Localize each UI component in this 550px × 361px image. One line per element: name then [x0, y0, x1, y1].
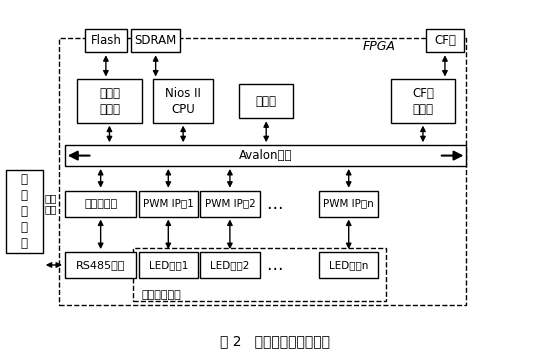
Text: 图 2   控制器硬件结构框图: 图 2 控制器硬件结构框图 — [220, 334, 330, 348]
Bar — [200, 252, 260, 278]
Text: 计
算
机
系
统: 计 算 机 系 统 — [21, 173, 28, 250]
Bar — [59, 38, 466, 305]
Bar — [319, 191, 378, 217]
Text: LED模块n: LED模块n — [329, 260, 368, 270]
Bar — [6, 170, 43, 253]
Bar — [85, 29, 126, 52]
Bar — [65, 191, 136, 217]
Text: Avalon总线: Avalon总线 — [239, 149, 293, 162]
Text: FPGA: FPGA — [363, 40, 396, 53]
Bar — [319, 252, 378, 278]
Bar — [65, 145, 466, 166]
Bar — [153, 79, 213, 123]
Text: 串口
通信: 串口 通信 — [45, 193, 57, 214]
Bar — [139, 191, 198, 217]
Bar — [239, 84, 293, 118]
Text: PWM IP核n: PWM IP核n — [323, 199, 374, 209]
Bar — [133, 248, 386, 301]
Text: …: … — [266, 256, 283, 274]
Text: LED模块2: LED模块2 — [210, 260, 250, 270]
Bar — [390, 79, 455, 123]
Bar — [200, 191, 260, 217]
Bar — [139, 252, 198, 278]
Text: …: … — [266, 195, 283, 213]
Bar — [65, 252, 136, 278]
Text: LED模块1: LED模块1 — [148, 260, 188, 270]
Text: 定时器: 定时器 — [256, 95, 277, 108]
Text: Nios II
CPU: Nios II CPU — [165, 87, 201, 116]
Text: PWM IP核1: PWM IP核1 — [143, 199, 194, 209]
Text: 存储器
控制器: 存储器 控制器 — [99, 87, 120, 116]
Text: Flash: Flash — [90, 34, 122, 47]
Text: SDRAM: SDRAM — [135, 34, 177, 47]
Bar — [426, 29, 464, 52]
Text: RS485控制: RS485控制 — [76, 260, 125, 270]
Text: 串口控制器: 串口控制器 — [84, 199, 117, 209]
Text: 显示驱动模块: 显示驱动模块 — [142, 290, 182, 300]
Text: CF卡: CF卡 — [434, 34, 456, 47]
Text: CF卡
控制器: CF卡 控制器 — [412, 87, 434, 116]
Bar — [131, 29, 180, 52]
Text: PWM IP核2: PWM IP核2 — [205, 199, 255, 209]
Bar — [77, 79, 142, 123]
